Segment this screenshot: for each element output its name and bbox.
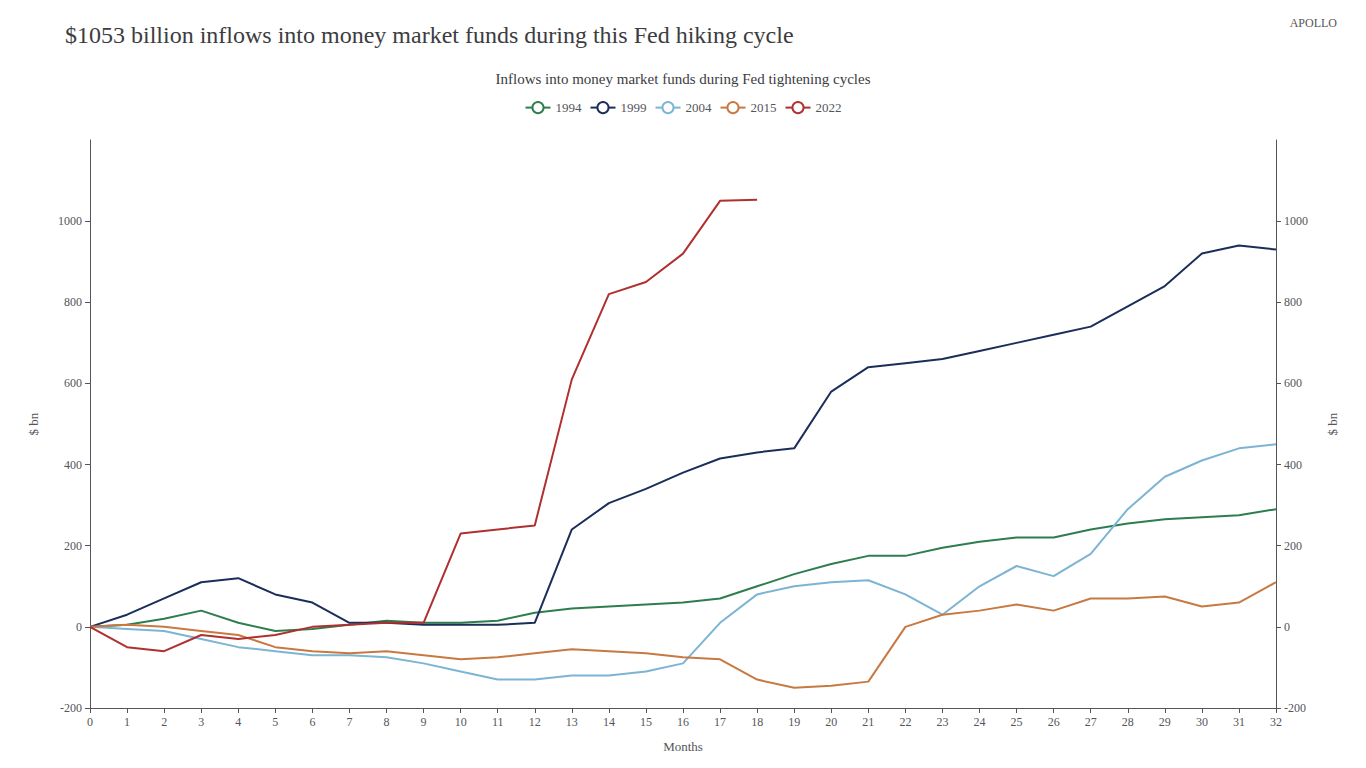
svg-text:$1053 billion inflows into mon: $1053 billion inflows into money market … bbox=[65, 22, 794, 48]
svg-text:2: 2 bbox=[161, 715, 167, 729]
svg-text:1994: 1994 bbox=[556, 100, 583, 115]
svg-text:400: 400 bbox=[1284, 458, 1302, 472]
svg-text:32: 32 bbox=[1270, 715, 1282, 729]
svg-text:0: 0 bbox=[87, 715, 93, 729]
svg-text:0: 0 bbox=[76, 620, 82, 634]
svg-text:1: 1 bbox=[124, 715, 130, 729]
svg-text:$ bn: $ bn bbox=[1325, 412, 1340, 435]
svg-text:11: 11 bbox=[492, 715, 504, 729]
svg-text:APOLLO: APOLLO bbox=[1290, 16, 1338, 30]
svg-text:27: 27 bbox=[1085, 715, 1097, 729]
svg-text:28: 28 bbox=[1122, 715, 1134, 729]
svg-text:26: 26 bbox=[1048, 715, 1060, 729]
svg-text:-200: -200 bbox=[1284, 701, 1306, 715]
svg-text:15: 15 bbox=[640, 715, 652, 729]
svg-text:4: 4 bbox=[235, 715, 241, 729]
svg-text:200: 200 bbox=[64, 539, 82, 553]
svg-text:18: 18 bbox=[751, 715, 763, 729]
svg-text:Inflows into money market fund: Inflows into money market funds during F… bbox=[496, 71, 871, 87]
svg-text:12: 12 bbox=[529, 715, 541, 729]
svg-text:600: 600 bbox=[1284, 376, 1302, 390]
svg-text:1999: 1999 bbox=[621, 100, 647, 115]
svg-text:29: 29 bbox=[1159, 715, 1171, 729]
svg-text:23: 23 bbox=[936, 715, 948, 729]
svg-text:800: 800 bbox=[1284, 295, 1302, 309]
svg-text:600: 600 bbox=[64, 376, 82, 390]
svg-text:400: 400 bbox=[64, 458, 82, 472]
svg-text:$ bn: $ bn bbox=[26, 412, 41, 435]
svg-text:10: 10 bbox=[455, 715, 467, 729]
svg-text:Months: Months bbox=[663, 739, 703, 754]
svg-text:1000: 1000 bbox=[1284, 214, 1308, 228]
svg-text:6: 6 bbox=[309, 715, 315, 729]
svg-text:200: 200 bbox=[1284, 539, 1302, 553]
svg-text:5: 5 bbox=[272, 715, 278, 729]
svg-text:14: 14 bbox=[603, 715, 615, 729]
svg-text:0: 0 bbox=[1284, 620, 1290, 634]
svg-text:2004: 2004 bbox=[686, 100, 713, 115]
svg-text:24: 24 bbox=[974, 715, 986, 729]
svg-text:-200: -200 bbox=[60, 701, 82, 715]
svg-text:17: 17 bbox=[714, 715, 726, 729]
svg-text:2015: 2015 bbox=[751, 100, 777, 115]
svg-text:31: 31 bbox=[1233, 715, 1245, 729]
svg-text:2022: 2022 bbox=[816, 100, 842, 115]
svg-text:16: 16 bbox=[677, 715, 689, 729]
svg-text:20: 20 bbox=[825, 715, 837, 729]
svg-text:25: 25 bbox=[1011, 715, 1023, 729]
svg-text:1000: 1000 bbox=[58, 214, 82, 228]
svg-text:800: 800 bbox=[64, 295, 82, 309]
svg-text:19: 19 bbox=[788, 715, 800, 729]
svg-text:9: 9 bbox=[421, 715, 427, 729]
svg-text:3: 3 bbox=[198, 715, 204, 729]
svg-text:30: 30 bbox=[1196, 715, 1208, 729]
svg-text:7: 7 bbox=[346, 715, 352, 729]
svg-text:13: 13 bbox=[566, 715, 578, 729]
svg-text:21: 21 bbox=[862, 715, 874, 729]
svg-text:22: 22 bbox=[899, 715, 911, 729]
svg-text:8: 8 bbox=[384, 715, 390, 729]
